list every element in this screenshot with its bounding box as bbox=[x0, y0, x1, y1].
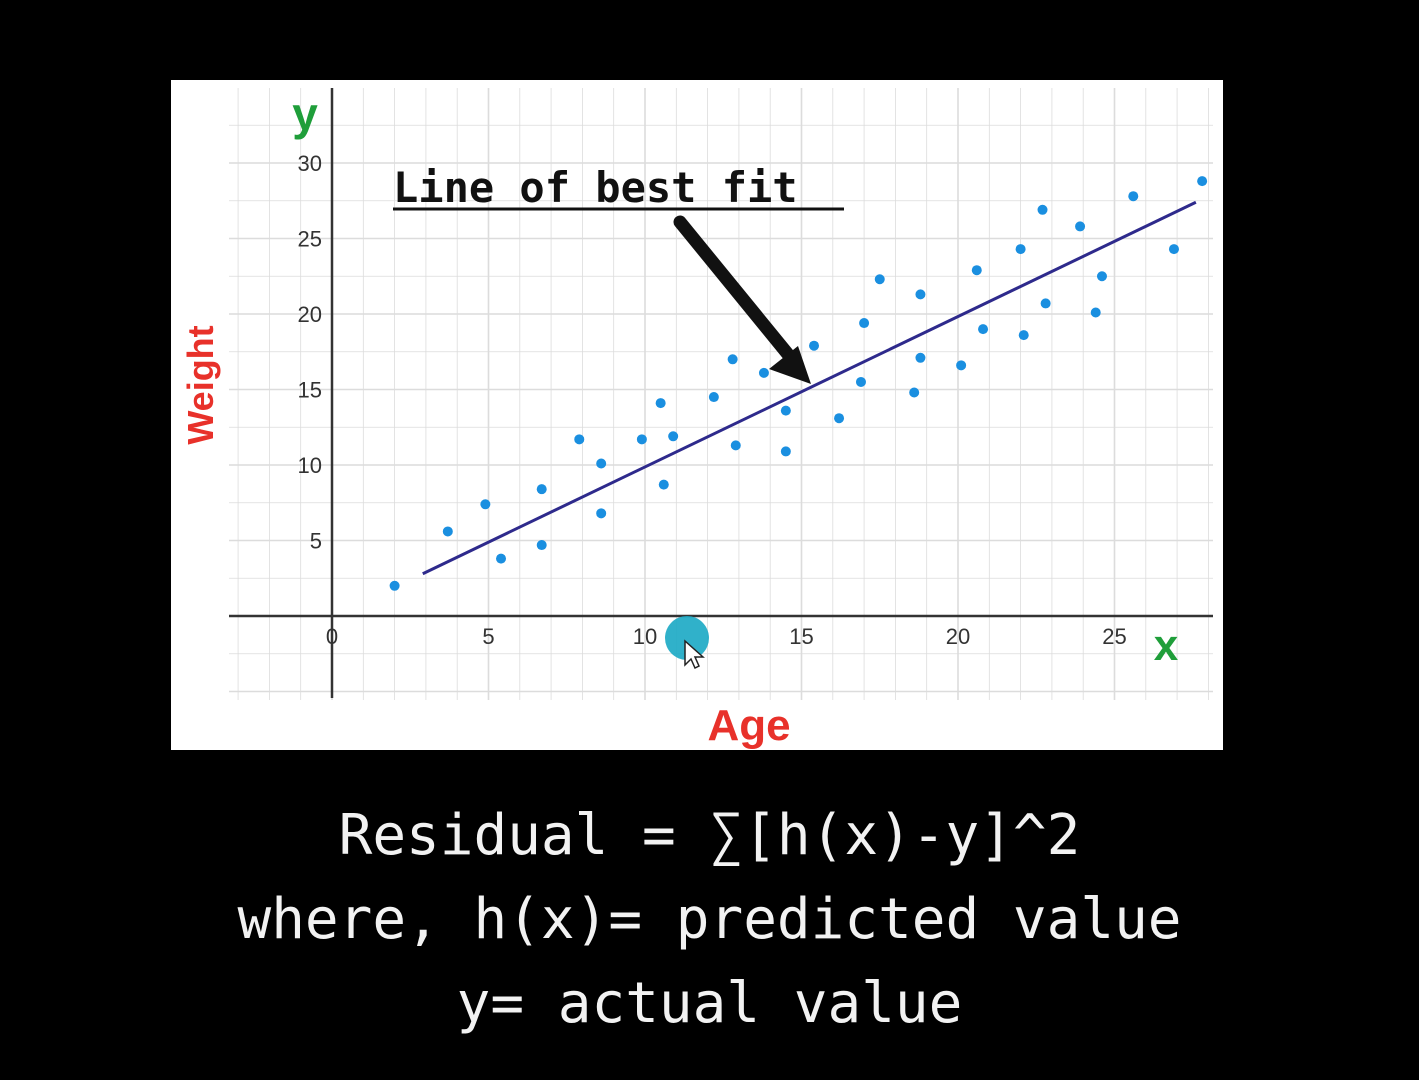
data-point bbox=[1168, 244, 1179, 255]
y-tick-label: 20 bbox=[298, 302, 322, 327]
data-point bbox=[855, 376, 866, 387]
x-tick-label: 25 bbox=[1102, 624, 1126, 649]
data-point bbox=[480, 499, 491, 510]
data-point bbox=[1040, 298, 1051, 309]
data-point bbox=[1096, 271, 1107, 282]
data-point bbox=[536, 484, 547, 495]
data-point bbox=[971, 265, 982, 276]
data-point bbox=[1015, 244, 1026, 255]
y-axis-title: Weight bbox=[180, 325, 221, 444]
data-point bbox=[1075, 221, 1086, 232]
best-fit-line bbox=[422, 200, 1197, 576]
x-tick-label: 5 bbox=[482, 624, 494, 649]
fit-line-layer bbox=[422, 200, 1197, 576]
actual-value-definition: y= actual value bbox=[456, 971, 963, 1036]
data-point bbox=[834, 413, 845, 424]
x-axis-title: Age bbox=[707, 701, 790, 750]
mouse-cursor bbox=[665, 616, 709, 670]
data-point bbox=[859, 318, 870, 329]
data-point bbox=[658, 479, 669, 490]
y-axis-letter: y bbox=[292, 88, 318, 140]
tick-labels: 0 5 10 15 20 25 5 10 15 20 25 30 bbox=[298, 151, 1127, 649]
data-point bbox=[496, 553, 507, 564]
data-point bbox=[758, 367, 769, 378]
data-point bbox=[1018, 330, 1029, 341]
annotation-arrow-shaft bbox=[673, 215, 798, 365]
data-point bbox=[655, 398, 666, 409]
data-point bbox=[442, 526, 453, 537]
data-point bbox=[780, 446, 791, 457]
data-point bbox=[1197, 176, 1208, 187]
data-point bbox=[874, 274, 885, 285]
data-point bbox=[915, 352, 926, 363]
data-point bbox=[596, 508, 607, 519]
data-point bbox=[708, 392, 719, 403]
data-point bbox=[574, 434, 585, 445]
grid bbox=[229, 88, 1213, 700]
data-point bbox=[730, 440, 741, 451]
data-point bbox=[389, 580, 400, 591]
data-point bbox=[809, 340, 820, 351]
scatter-chart: 0 5 10 15 20 25 5 10 15 20 25 30 y x Age Weight Lin… bbox=[180, 88, 1213, 750]
annotation-label: Line of best fit bbox=[393, 163, 798, 212]
data-points bbox=[389, 176, 1208, 591]
data-point bbox=[1128, 191, 1139, 202]
cursor-highlight bbox=[665, 616, 709, 660]
data-point bbox=[536, 540, 547, 551]
x-tick-label: 0 bbox=[326, 624, 338, 649]
data-point bbox=[1037, 204, 1048, 215]
annotation-arrow-head bbox=[769, 346, 811, 384]
data-point bbox=[915, 289, 926, 300]
y-tick-label: 30 bbox=[298, 151, 322, 176]
data-point bbox=[727, 354, 738, 365]
data-point bbox=[909, 387, 920, 398]
data-point bbox=[956, 360, 967, 371]
residual-formula: Residual = ∑[h(x)-y]^2 bbox=[338, 803, 1081, 868]
y-tick-label: 10 bbox=[298, 453, 322, 478]
x-tick-label: 10 bbox=[633, 624, 657, 649]
chart-panel: 0 5 10 15 20 25 5 10 15 20 25 30 y x Age Weight Lin… bbox=[171, 80, 1223, 750]
data-point bbox=[636, 434, 647, 445]
predicted-value-definition: where, h(x)= predicted value bbox=[237, 887, 1182, 952]
axes bbox=[229, 88, 1213, 698]
cursor-arrow-icon bbox=[684, 639, 705, 670]
x-tick-label: 20 bbox=[946, 624, 970, 649]
data-point bbox=[780, 405, 791, 416]
y-tick-label: 25 bbox=[298, 227, 322, 252]
x-axis-letter: x bbox=[1154, 621, 1179, 670]
data-point bbox=[668, 431, 679, 442]
data-point bbox=[596, 458, 607, 469]
x-tick-label: 15 bbox=[789, 624, 813, 649]
data-point bbox=[978, 324, 989, 335]
y-tick-label: 15 bbox=[298, 378, 322, 403]
y-tick-label: 5 bbox=[310, 529, 322, 554]
data-point bbox=[1090, 307, 1101, 318]
